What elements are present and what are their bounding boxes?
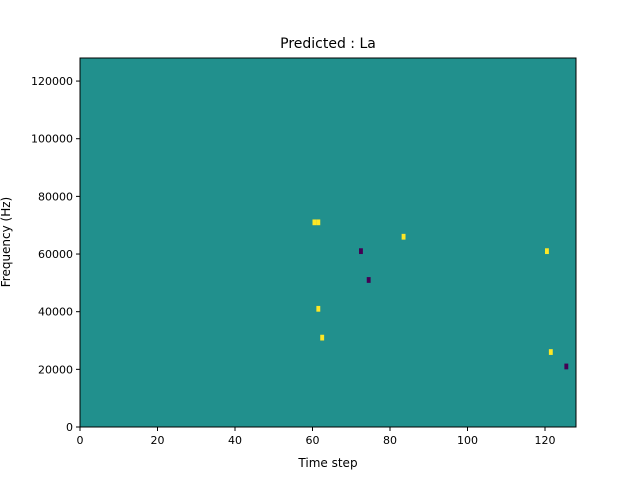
x-tick-label: 120 [535, 434, 556, 447]
y-axis: 0 20000 40000 60000 80000 100000 120000 [31, 75, 80, 434]
heatmap-cell [366, 277, 371, 283]
x-tick-label: 100 [457, 434, 478, 447]
y-tick-label: 60000 [38, 248, 73, 261]
heatmap-cell [316, 305, 321, 312]
x-axis: 0 20 40 60 80 100 120 [77, 427, 556, 447]
x-tick-label: 60 [306, 434, 320, 447]
heatmap-cell [545, 248, 549, 255]
heatmap-cell [548, 349, 553, 355]
x-tick-label: 80 [383, 434, 397, 447]
plot-area [80, 58, 576, 427]
chart-title: Predicted : La [280, 36, 376, 52]
x-tick-label: 0 [77, 434, 84, 447]
y-tick-label: 0 [66, 421, 73, 434]
y-tick-label: 80000 [38, 190, 73, 203]
heatmap-cell [320, 334, 325, 341]
heatmap-cell [312, 219, 317, 226]
y-tick-label: 100000 [31, 133, 73, 146]
heatmap-cells [312, 219, 569, 370]
y-tick-label: 120000 [31, 75, 73, 88]
plot-frame [79, 57, 577, 428]
heatmap-cell [359, 248, 363, 255]
heatmap-cell [564, 363, 569, 370]
y-tick-label: 20000 [38, 363, 73, 376]
heatmap-background [80, 58, 576, 427]
heatmap-cell [316, 219, 321, 226]
heatmap-cell [401, 233, 406, 240]
x-tick-label: 20 [151, 434, 165, 447]
y-axis-label: Frequency (Hz) [0, 197, 13, 288]
x-tick-label: 40 [228, 434, 242, 447]
x-axis-label: Time step [297, 456, 357, 470]
y-tick-label: 40000 [38, 306, 73, 319]
